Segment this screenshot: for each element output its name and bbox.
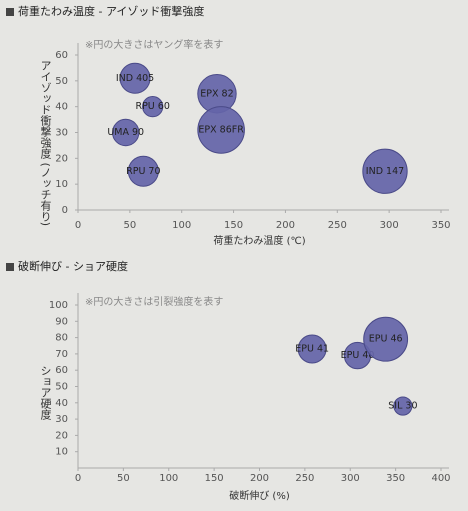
bubble <box>393 396 413 416</box>
bubble <box>297 334 327 364</box>
x-tick-label: 300 <box>341 473 360 484</box>
note: ※円の大きさは引裂強度を表す <box>85 295 223 308</box>
y-tick-label: 40 <box>55 102 68 113</box>
x-tick-label: 0 <box>75 220 81 231</box>
y-tick-label: 90 <box>55 316 68 327</box>
x-tick-label: 400 <box>431 473 450 484</box>
x-tick-label: 300 <box>380 220 399 231</box>
data-label: EPU 41 <box>295 344 329 355</box>
title-bullet <box>6 8 14 16</box>
x-tick-label: 150 <box>205 473 224 484</box>
chart-title: 荷重たわみ温度 - アイゾッド衝撃強度 <box>18 4 204 18</box>
y-tick-label: 50 <box>55 382 68 393</box>
y-tick-label: 80 <box>55 333 68 344</box>
bubble <box>119 62 151 94</box>
bubble <box>127 155 159 187</box>
bubble <box>362 148 408 194</box>
x-tick-label: 200 <box>250 473 269 484</box>
y-tick-label: 40 <box>55 398 68 409</box>
data-label: RPU 60 <box>135 101 169 112</box>
data-label: EPU 46 <box>369 334 403 345</box>
data-label: RPU 70 <box>126 166 160 177</box>
bubble <box>112 118 140 147</box>
x-tick-label: 100 <box>159 473 178 484</box>
x-tick-label: 250 <box>328 220 347 231</box>
data-label: UMA 90 <box>107 127 144 138</box>
data-label: IND 405 <box>116 73 154 84</box>
y-tick-label: 60 <box>55 50 68 61</box>
y-tick-label: 30 <box>55 414 68 425</box>
data-label: IND 147 <box>366 166 404 177</box>
y-tick-label: 70 <box>55 349 68 360</box>
y-tick-label: 30 <box>55 128 68 139</box>
y-tick-label: 20 <box>55 153 68 164</box>
x-tick-label: 0 <box>75 473 81 484</box>
y-tick-label: 10 <box>55 179 68 190</box>
chart-title: 破断伸び - ショア硬度 <box>18 259 128 273</box>
data-label: EPX 82 <box>200 88 233 99</box>
y-axis-label: アイゾッド衝撃強度 (ノッチ有り) <box>39 60 52 226</box>
x-tick-label: 250 <box>295 473 314 484</box>
y-tick-label: 60 <box>55 365 68 376</box>
y-tick-label: 20 <box>55 430 68 441</box>
bubble <box>142 96 164 118</box>
x-tick-label: 50 <box>117 473 130 484</box>
x-axis-label: 破断伸び (%) <box>229 489 290 502</box>
x-tick-label: 350 <box>386 473 405 484</box>
y-tick-label: 0 <box>62 205 68 216</box>
y-tick-label: 50 <box>55 76 68 87</box>
x-tick-label: 50 <box>123 220 136 231</box>
y-tick-label: 100 <box>49 300 68 311</box>
data-label: EPU 40 <box>341 350 375 361</box>
x-tick-label: 150 <box>224 220 243 231</box>
x-tick-label: 100 <box>172 220 191 231</box>
x-tick-label: 350 <box>431 220 450 231</box>
y-tick-label: 10 <box>55 447 68 458</box>
bubble <box>197 106 245 154</box>
bubble <box>363 316 409 362</box>
note: ※円の大きさはヤング率を表す <box>85 38 223 51</box>
x-axis-label: 荷重たわみ温度 (℃) <box>213 234 305 247</box>
title-bullet <box>6 263 14 271</box>
data-label: SIL 30 <box>388 401 417 412</box>
x-tick-label: 200 <box>276 220 295 231</box>
y-axis-label: ショア硬度 <box>39 365 52 421</box>
data-label: EPX 86FR <box>198 124 244 135</box>
